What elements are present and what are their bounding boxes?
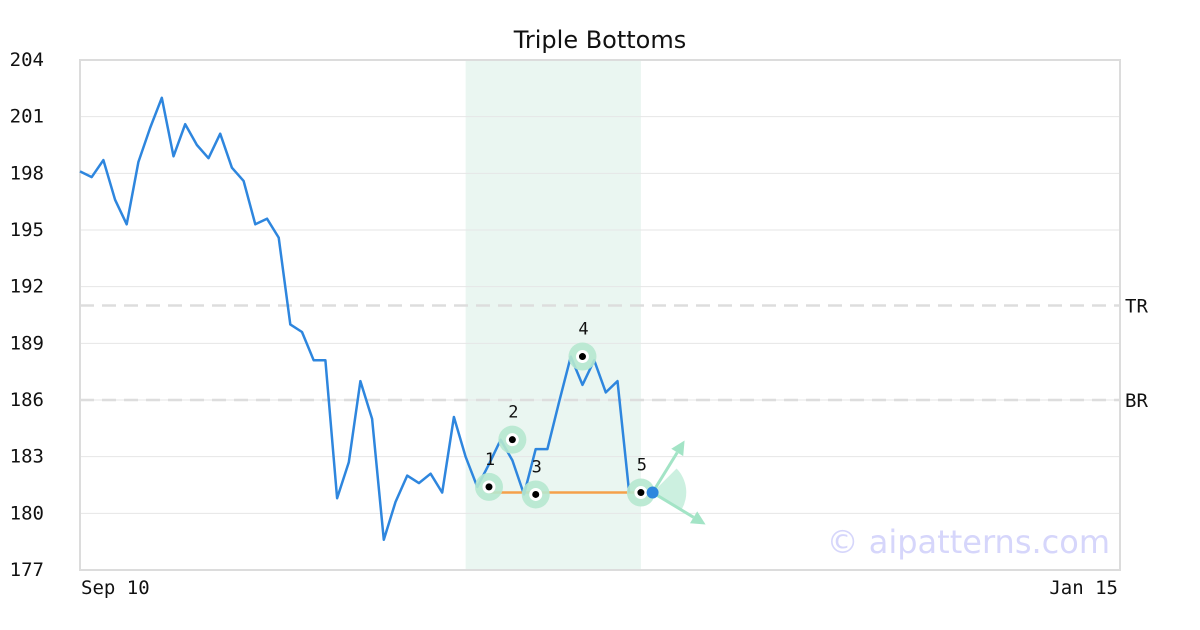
y-tick-label: 198	[10, 162, 44, 184]
plot-frame	[79, 59, 1121, 571]
watermark: © aipatterns.com	[827, 523, 1110, 561]
pattern-point-label: 2	[508, 403, 518, 423]
pattern-point	[485, 483, 493, 491]
y-tick-label: 177	[10, 559, 44, 581]
x-tick-label: Jan 15	[1049, 577, 1118, 599]
pattern-point	[508, 436, 516, 444]
pattern-point	[637, 489, 645, 497]
y-tick-label: 186	[10, 389, 44, 411]
chart-title: Triple Bottoms	[513, 26, 687, 54]
pattern-points-layer: 1 2 3 4 5	[474, 320, 655, 509]
y-tick-label: 189	[10, 332, 44, 354]
y-tick-label: 183	[10, 446, 44, 468]
pattern-point-label: 5	[637, 456, 647, 476]
y-tick-label: 180	[10, 502, 44, 524]
y-tick-label: 192	[10, 276, 44, 298]
x-tick-label: Sep 10	[81, 577, 150, 599]
current-price-point	[646, 486, 659, 499]
pattern-point	[578, 353, 586, 361]
y-tick-label: 201	[10, 106, 44, 128]
price-line	[79, 96, 631, 542]
y-tick-label: 204	[10, 49, 44, 71]
y-axis-ticks: 177 180 183 186 189 192 195 198 201 204	[10, 49, 44, 581]
reference-lines-layer: TR BR	[80, 296, 1148, 412]
reference-line-label: BR	[1125, 390, 1148, 412]
pattern-point-label: 4	[578, 320, 588, 340]
projection-layer	[646, 440, 706, 525]
projection-arrow-down-shaft	[651, 491, 695, 519]
series-layer	[79, 96, 631, 542]
reference-line-label: TR	[1125, 296, 1148, 318]
y-tick-label: 195	[10, 219, 44, 241]
x-axis-ticks: Sep 10 Jan 15	[81, 577, 1118, 599]
projection-arrow-down-head	[689, 511, 706, 525]
projection-wedge	[652, 468, 687, 510]
pattern-point-label: 3	[532, 457, 542, 477]
pattern-point-label: 1	[485, 450, 495, 470]
pattern-point	[532, 490, 540, 498]
projection-arrow-up-head	[671, 440, 685, 457]
projection-arrow-up-shaft	[651, 451, 679, 494]
